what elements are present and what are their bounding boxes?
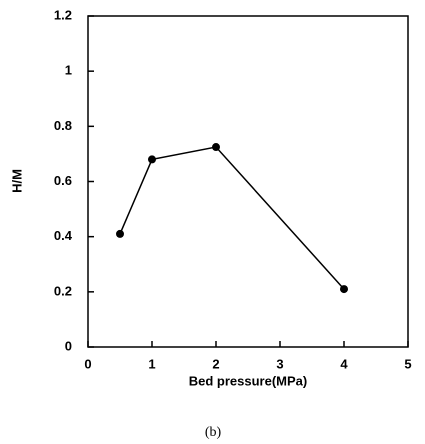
- x-tick-label: 0: [84, 356, 91, 371]
- data-point: [340, 285, 348, 294]
- x-tick-label: 1: [148, 356, 155, 371]
- y-tick-label: 0.4: [54, 228, 73, 243]
- x-tick-label: 4: [340, 356, 348, 371]
- y-tick-label: 0: [65, 338, 72, 353]
- y-tick-label: 0.2: [54, 283, 72, 298]
- y-axis-label: H/M: [9, 169, 24, 193]
- series-line: [119, 146, 345, 290]
- x-tick-label: 2: [212, 356, 219, 371]
- data-point: [212, 143, 220, 152]
- data-point: [148, 155, 156, 164]
- caption: (b): [205, 425, 222, 440]
- x-tick-label: 5: [404, 356, 411, 371]
- y-tick-label: 0.8: [54, 118, 72, 133]
- y-tick-label: 0.6: [54, 173, 72, 188]
- data-point: [116, 229, 124, 238]
- x-tick-label: 3: [276, 356, 283, 371]
- x-axis-label: Bed pressure(MPa): [189, 373, 307, 388]
- y-tick-label: 1.2: [54, 7, 72, 22]
- y-tick-label: 1: [65, 63, 72, 78]
